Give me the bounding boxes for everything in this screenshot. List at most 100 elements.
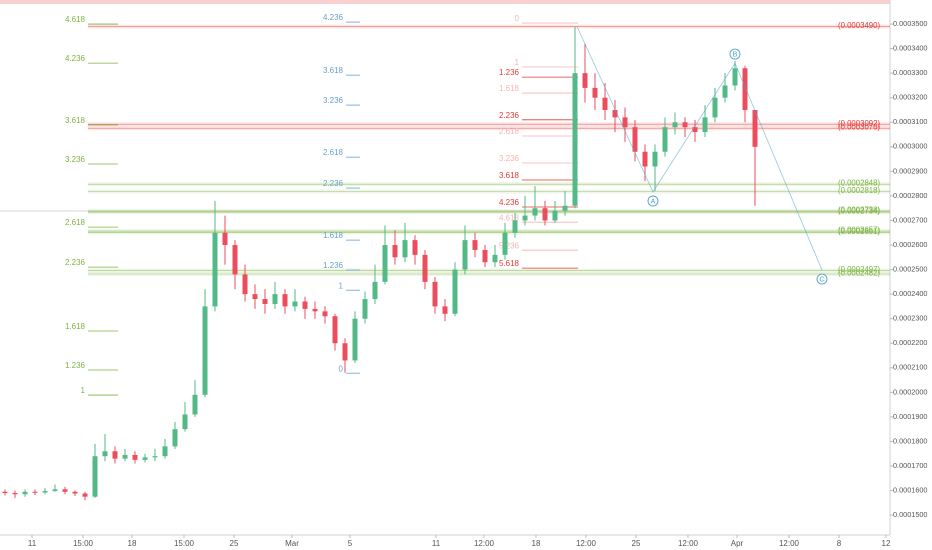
candle-body [672,122,678,128]
candle-body [442,306,448,314]
candle-body [192,394,198,415]
candle-body [512,220,518,233]
candle-body [302,301,308,309]
candle-body [202,306,208,395]
candle-body [252,294,258,300]
fib-label: 1.236 [65,361,86,370]
fib-label: 1.618 [499,84,520,93]
y-tick-label: 0.0001600 [893,485,928,494]
price-line-label: (0.0002734) [838,207,880,216]
x-tick-label: 12:00 [474,539,495,548]
candle-body [452,269,458,314]
candle-body [362,299,368,319]
candle-body [72,491,78,494]
candle-body [152,456,158,458]
x-tick-label: 12:00 [678,539,699,548]
candle-body [542,208,548,221]
candle-body [122,454,128,459]
candle-body [492,254,498,263]
price-line-label: (0.0002738) [838,206,880,215]
candle-body [682,122,688,128]
x-tick-label: 11 [28,539,37,548]
wave-marker [729,48,741,60]
y-tick-label: 0.0001500 [893,510,928,519]
y-tick-label: 0.0003400 [893,44,928,53]
candle-body [722,85,728,98]
x-tick-label: 25 [632,539,641,548]
candle-body [232,245,238,275]
wave-label: A [651,198,656,205]
fib-label: 2.618 [323,148,344,157]
candle-body [42,491,48,493]
candle-body [622,117,628,128]
y-tick-label: 0.0001800 [893,436,928,445]
y-tick-label: 0.0002800 [893,191,928,200]
x-tick-label: Apr [731,539,744,548]
x-tick-label: 5 [348,539,353,548]
fib-label: 0 [339,364,344,373]
candle-body [692,127,698,133]
price-line-label: (0.0003490) [838,21,880,30]
candle-body [22,491,28,495]
fib-label: 4.236 [65,54,86,63]
fib-label: 2.618 [499,127,520,136]
candle-body [292,301,298,307]
candle-body [732,68,738,86]
candle-body [92,456,98,497]
candle-body [612,109,618,118]
candle-body [12,493,18,495]
candle-body [372,281,378,300]
candle-body [522,215,528,221]
candle-body [392,245,398,258]
fib-label: 4.618 [65,15,86,24]
y-tick-label: 0.0002900 [893,166,928,175]
candle-body [342,343,348,361]
price-line-label: (0.0002482) [838,269,880,278]
x-tick-label: 15:00 [174,539,195,548]
candle-body [82,493,88,497]
candle-body [142,457,148,460]
candle-body [602,97,608,110]
fib-label: 3.236 [323,96,344,105]
x-tick-label: Mar [285,539,299,548]
candle-body [482,249,488,263]
price-line-label: (0.0002848) [838,179,880,188]
fib-label: 1.236 [499,68,520,77]
x-tick-label: 11 [432,539,441,548]
price-line-label: (0.0002657) [838,226,880,235]
fib-label: 1.618 [323,231,344,240]
x-tick-label: 25 [230,539,239,548]
fib-label: 3.618 [65,116,86,125]
wave-label: B [733,51,738,58]
fib-label: 3.236 [65,155,86,164]
y-tick-label: 0.0001900 [893,412,928,421]
price-line-label: (0.0002651) [838,227,880,236]
candle-body [102,451,108,457]
y-tick-label: 0.0002200 [893,338,928,347]
wave-marker [816,273,828,285]
y-tick-label: 0.0002500 [893,265,928,274]
fib-label: 1 [339,281,344,290]
fib-label: 5.618 [499,259,520,268]
candle-body [472,240,478,250]
top-band [0,0,890,4]
y-tick-label: 0.0003200 [893,93,928,102]
x-tick-label: 8 [837,539,842,548]
candle-body [112,451,118,459]
fib-label: 1 [81,386,86,395]
candle-body [572,73,578,206]
candle-body [652,151,658,167]
fib-label: 2.236 [499,111,520,120]
y-tick-label: 0.0002300 [893,314,928,323]
candle-body [242,274,248,295]
price-line-label: (0.0002818) [838,186,880,195]
fib-label: 4.618 [499,213,520,222]
candle-body [322,311,328,317]
candle-body [382,245,388,282]
y-tick-label: 0.0002600 [893,240,928,249]
y-tick-label: 0.0003500 [893,19,928,28]
candle-body [712,97,718,118]
fib-label: 3.618 [499,171,520,180]
price-line-label: (0.0002497) [838,265,880,274]
